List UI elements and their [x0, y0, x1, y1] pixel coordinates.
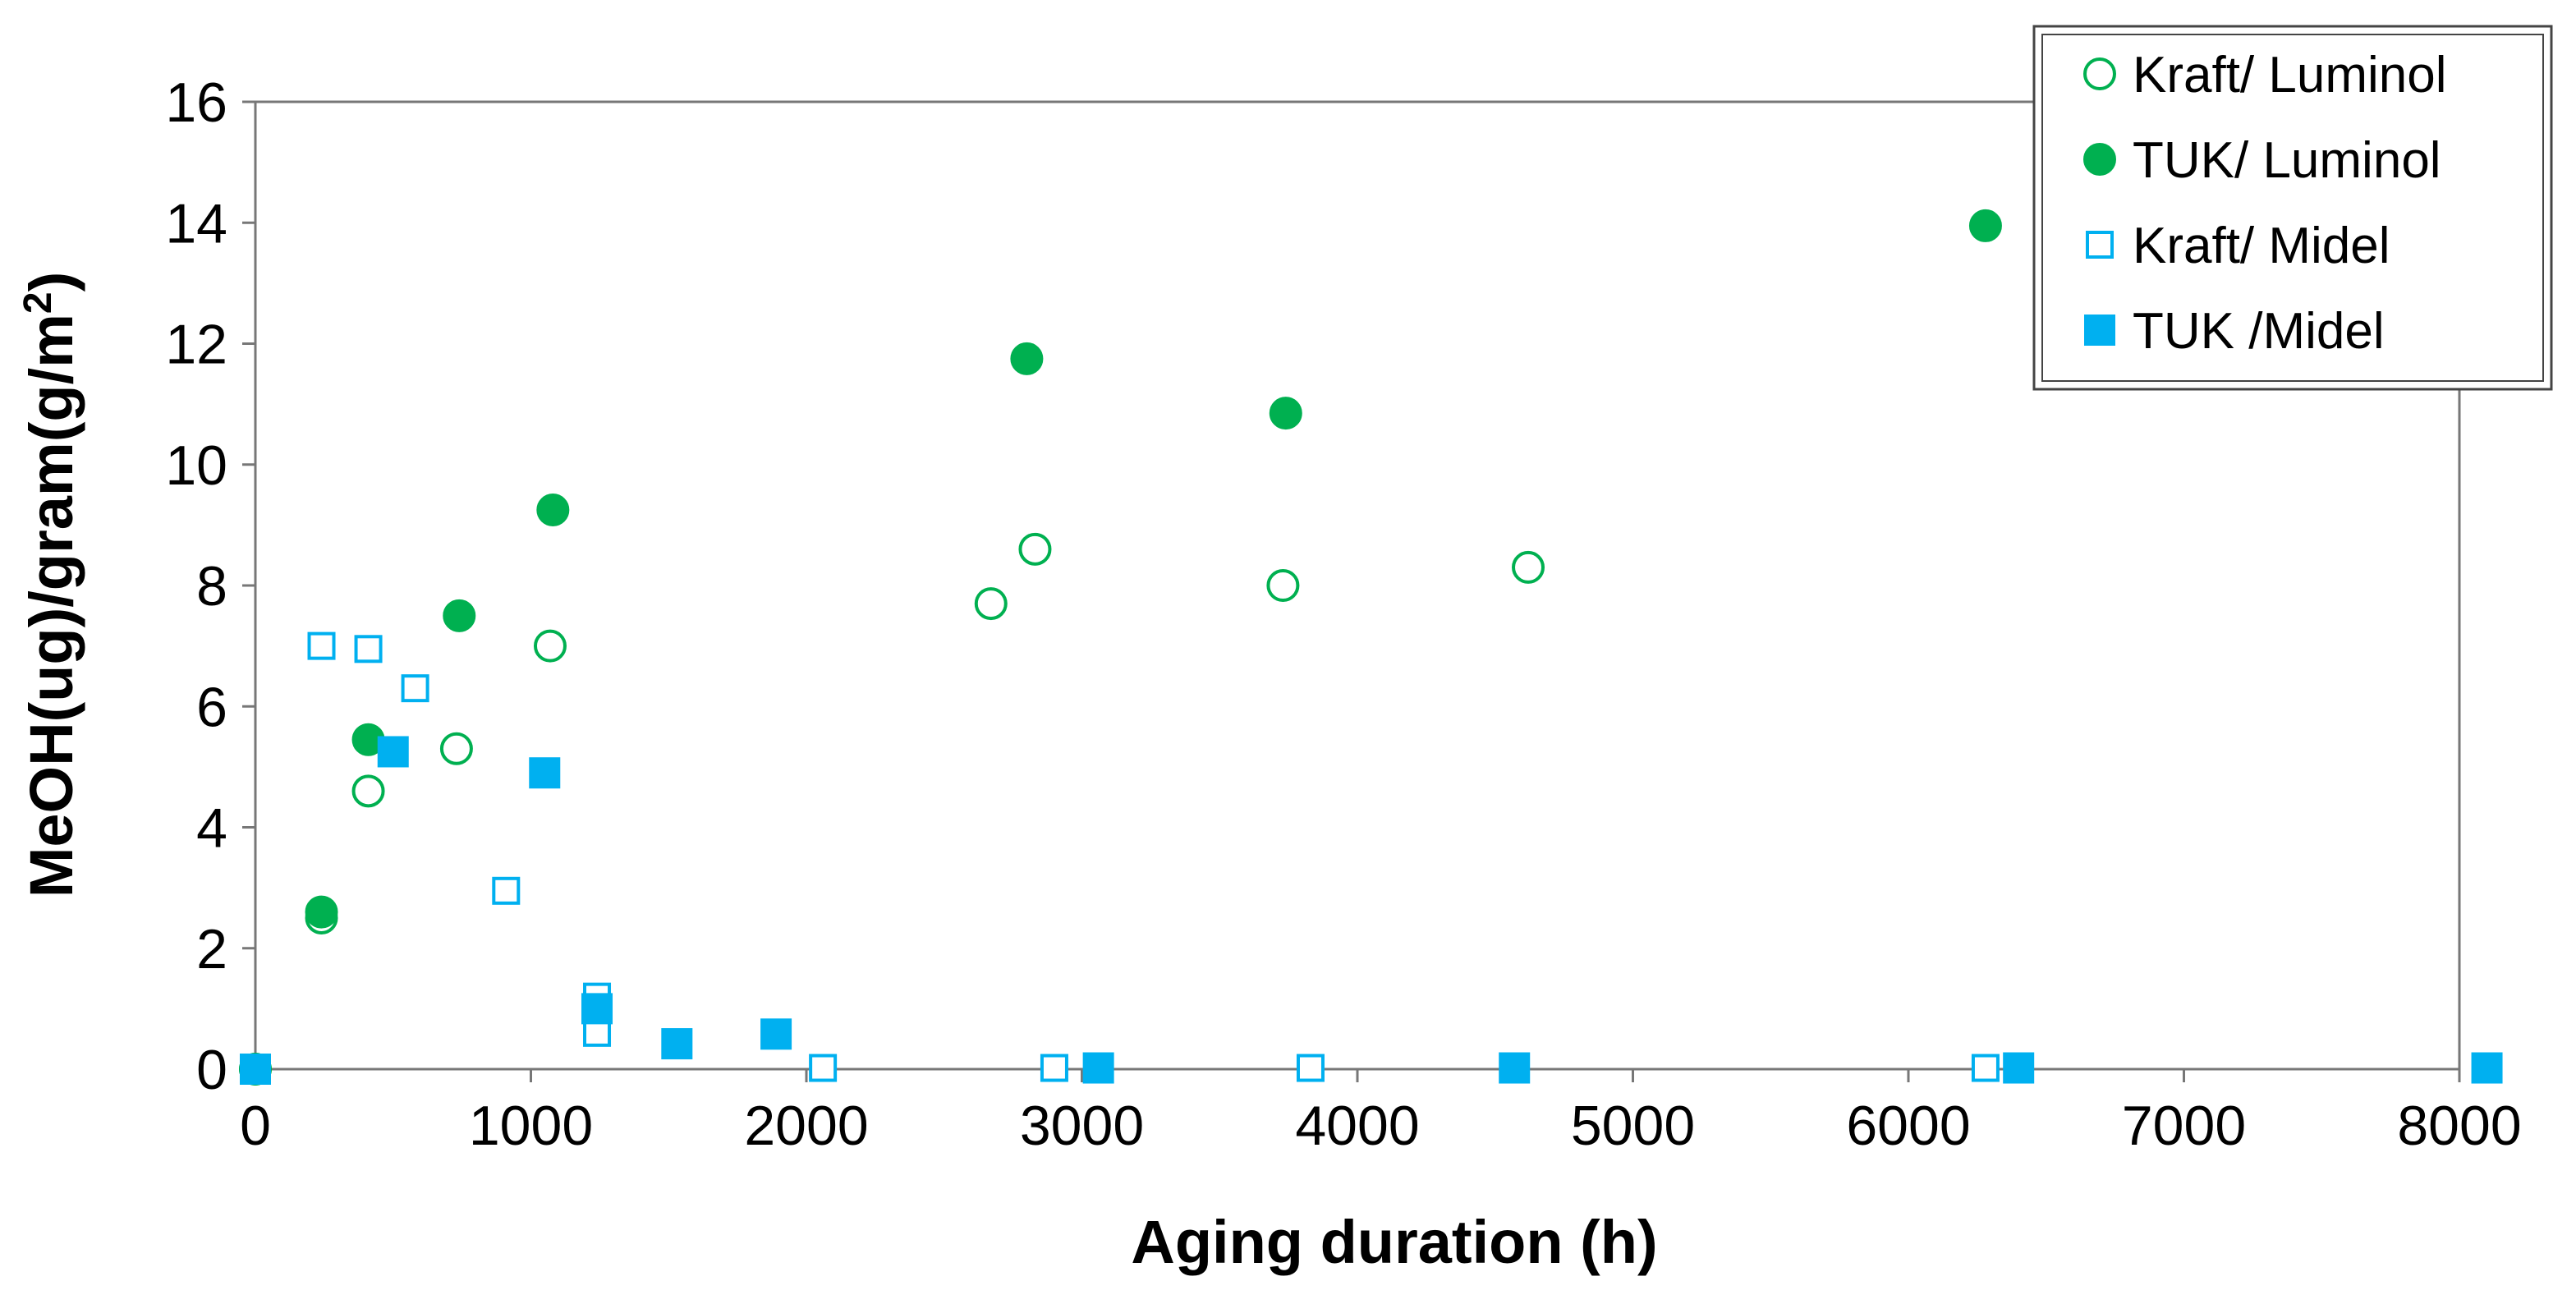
- point-tuk-midel: [1082, 1052, 1114, 1084]
- point-tuk-midel: [2471, 1052, 2503, 1084]
- point-tuk-midel: [1499, 1052, 1531, 1084]
- legend: Kraft/ Luminol TUK/ Luminol Kraft/ Midel TU…: [2032, 25, 2553, 391]
- y-axis-title-main: MeOH(ug)/gram(g/m: [17, 314, 85, 898]
- point-kraft-luminol: [533, 629, 567, 663]
- point-tuk-luminol: [536, 493, 570, 526]
- y-tick-label: 10: [165, 434, 227, 497]
- point-kraft-midel: [1971, 1054, 2000, 1082]
- y-axis-title: MeOH(ug)/gram(g/m2): [16, 272, 85, 898]
- x-tick-label: 7000: [2122, 1095, 2246, 1157]
- point-kraft-midel: [1296, 1054, 1325, 1082]
- point-tuk-midel: [581, 993, 613, 1025]
- point-tuk-luminol: [1010, 342, 1044, 375]
- y-tick-label: 8: [196, 555, 227, 618]
- legend-label: TUK/ Luminol: [2133, 132, 2441, 189]
- point-kraft-midel: [307, 631, 336, 660]
- point-tuk-midel: [760, 1018, 792, 1050]
- point-kraft-luminol: [974, 587, 1008, 621]
- x-tick-label: 0: [240, 1095, 271, 1157]
- y-tick-label: 16: [165, 71, 227, 134]
- point-tuk-midel: [529, 757, 561, 789]
- point-kraft-midel: [1040, 1054, 1068, 1082]
- x-tick-label: 8000: [2397, 1095, 2521, 1157]
- point-tuk-luminol: [1968, 209, 2002, 242]
- y-tick-label: 12: [165, 314, 227, 376]
- x-tick-label: 6000: [1846, 1095, 1970, 1157]
- point-tuk-midel: [2003, 1052, 2035, 1084]
- y-tick-label: 2: [196, 918, 227, 980]
- x-tick-label: 3000: [1020, 1095, 1144, 1157]
- legend-label: Kraft/ Luminol: [2133, 47, 2447, 103]
- y-axis-title-end: ): [17, 272, 85, 292]
- y-axis-title-superscript: 2: [16, 292, 60, 314]
- legend-label: Kraft/ Midel: [2133, 218, 2390, 274]
- legend-marker: [2084, 315, 2115, 346]
- point-tuk-luminol: [1269, 397, 1302, 430]
- y-tick-label: 0: [196, 1039, 227, 1101]
- x-axis: 0 1000 2000 3000 4000 5000 6000 7000 8000: [240, 1069, 2522, 1157]
- point-tuk-luminol: [305, 895, 338, 929]
- x-tick-label: 4000: [1295, 1095, 1419, 1157]
- y-tick-label: 6: [196, 676, 227, 738]
- legend-marker: [2083, 143, 2116, 176]
- x-tick-label: 1000: [469, 1095, 593, 1157]
- point-kraft-midel: [401, 674, 429, 703]
- point-tuk-midel: [240, 1054, 271, 1085]
- legend-label: TUK /Midel: [2133, 303, 2385, 360]
- point-kraft-luminol: [1512, 550, 1545, 584]
- point-tuk-luminol: [443, 599, 476, 632]
- point-kraft-luminol: [1018, 532, 1052, 566]
- legend-marker: [2086, 231, 2114, 259]
- point-tuk-midel: [377, 736, 409, 768]
- point-kraft-midel: [492, 876, 521, 905]
- point-kraft-midel: [354, 635, 383, 663]
- x-tick-label: 2000: [744, 1095, 868, 1157]
- y-tick-label: 4: [196, 797, 227, 860]
- point-kraft-luminol: [351, 774, 385, 808]
- data-points: [239, 209, 2503, 1086]
- x-axis-title: Aging duration (h): [1131, 1208, 1657, 1276]
- point-kraft-midel: [809, 1054, 838, 1082]
- point-kraft-luminol: [1266, 569, 1300, 602]
- y-tick-label: 14: [165, 192, 227, 255]
- point-kraft-luminol: [439, 732, 473, 765]
- point-tuk-midel: [661, 1028, 693, 1060]
- y-axis: 0 2 4 6 8 10 12 14 16: [165, 71, 255, 1101]
- legend-marker: [2083, 57, 2116, 90]
- x-tick-label: 5000: [1571, 1095, 1695, 1157]
